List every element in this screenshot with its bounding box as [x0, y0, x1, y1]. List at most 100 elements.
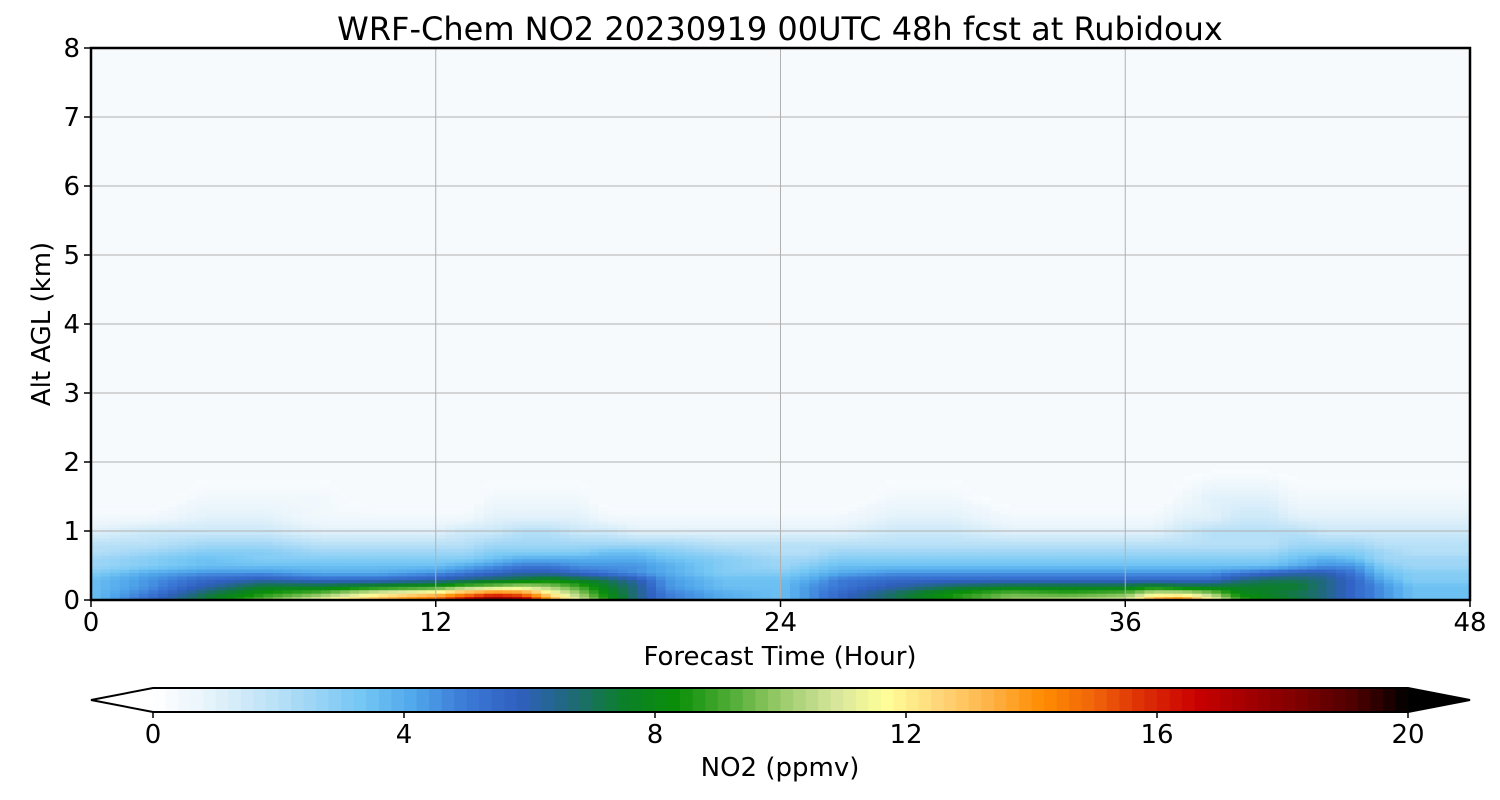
field-cell: [1422, 510, 1433, 515]
field-cell: [1335, 541, 1347, 546]
field-cell: [723, 541, 734, 546]
field-cell: [1058, 541, 1069, 546]
field-cell: [339, 555, 351, 560]
field-cell: [876, 579, 887, 584]
field-cell: [646, 486, 657, 491]
field-cell: [1192, 493, 1203, 498]
field-cell: [531, 586, 542, 591]
field-cell: [1249, 524, 1260, 529]
field-cell: [636, 496, 648, 501]
field-cell: [818, 551, 829, 556]
field-cell: [694, 489, 705, 494]
field-cell: [1383, 572, 1394, 577]
field-cell: [703, 596, 715, 601]
field-cell: [962, 558, 973, 563]
field-cell: [560, 510, 571, 515]
field-cell: [368, 493, 379, 498]
field-cell: [1345, 531, 1356, 536]
field-cell: [1010, 493, 1021, 498]
field-cell: [186, 524, 197, 529]
field-cell: [703, 520, 715, 525]
field-cell: [1412, 482, 1423, 487]
field-cell: [770, 548, 782, 553]
field-cell: [1086, 493, 1098, 498]
field-cell: [301, 524, 312, 529]
field-cell: [962, 544, 973, 549]
field-cell: [550, 479, 561, 484]
field-cell: [225, 479, 236, 484]
field-cell: [761, 513, 772, 518]
field-cell: [1144, 589, 1155, 594]
field-cell: [1115, 496, 1126, 501]
field-cell: [1000, 572, 1011, 577]
field-cell: [301, 541, 312, 546]
field-cell: [1431, 586, 1442, 591]
field-cell: [301, 503, 312, 508]
field-cell: [1441, 534, 1452, 539]
field-cell: [474, 558, 485, 563]
field-cell: [1211, 568, 1222, 573]
field-cell: [1422, 534, 1433, 539]
field-cell: [933, 589, 944, 594]
field-cell: [397, 503, 408, 508]
field-cell: [694, 520, 705, 525]
field-cell: [656, 589, 667, 594]
field-cell: [924, 551, 935, 556]
field-cell: [359, 565, 370, 570]
field-cell: [1058, 537, 1069, 542]
field-cell: [943, 582, 954, 587]
field-cell: [809, 544, 820, 549]
field-cell: [1163, 551, 1174, 556]
field-cell: [1345, 551, 1356, 556]
field-cell: [1077, 486, 1088, 491]
field-cell: [196, 496, 207, 501]
field-cell: [550, 541, 561, 546]
field-cell: [1077, 541, 1088, 546]
field-cell: [1383, 482, 1394, 487]
field-cell: [1402, 589, 1414, 594]
field-cell: [1460, 593, 1471, 598]
field-cell: [292, 568, 303, 573]
field-cell: [416, 541, 427, 546]
field-cell: [866, 544, 877, 549]
field-cell: [1307, 558, 1318, 563]
field-cell: [761, 499, 772, 504]
field-cell: [282, 510, 293, 515]
field-cell: [742, 517, 753, 522]
field-cell: [512, 558, 523, 563]
field-cell: [186, 517, 197, 522]
field-cell: [1268, 493, 1280, 498]
field-cell: [330, 531, 341, 536]
field-cell: [818, 579, 829, 584]
field-cell: [847, 534, 858, 539]
field-cell: [684, 565, 695, 570]
field-cell: [1192, 596, 1203, 601]
field-cell: [1230, 496, 1241, 501]
field-cell: [1335, 558, 1347, 563]
field-cell: [981, 537, 992, 542]
field-cell: [972, 520, 983, 525]
field-cell: [1201, 575, 1213, 580]
field-cell: [1029, 572, 1040, 577]
field-cell: [1192, 506, 1203, 511]
field-cell: [608, 548, 619, 553]
field-cell: [1316, 586, 1327, 591]
field-cell: [1039, 593, 1050, 598]
field-cell: [445, 572, 456, 577]
field-cell: [799, 551, 810, 556]
field-cell: [1134, 541, 1146, 546]
field-cell: [1345, 596, 1356, 601]
field-cell: [1383, 544, 1394, 549]
field-cell: [684, 548, 695, 553]
field-cell: [751, 544, 762, 549]
field-cell: [464, 568, 475, 573]
field-cell: [205, 544, 217, 549]
field-cell: [1268, 531, 1280, 536]
field-cell: [866, 541, 877, 546]
field-cell: [1441, 524, 1452, 529]
field-cell: [723, 575, 734, 580]
field-cell: [1086, 589, 1098, 594]
field-cell: [636, 503, 648, 508]
field-cell: [770, 593, 782, 598]
field-cell: [780, 527, 791, 532]
